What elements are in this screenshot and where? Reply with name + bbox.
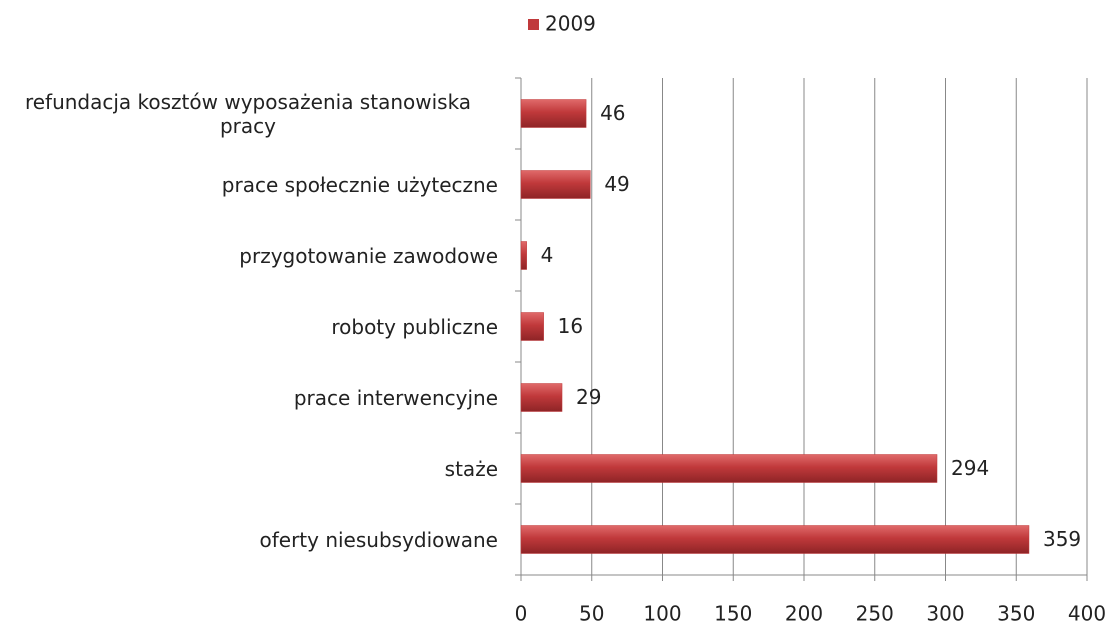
bar [520,454,938,483]
legend-label: 2009 [545,12,596,36]
y-tick-label-box: prace interwencyjne [0,368,498,428]
y-tick-label-box: oferty niesubsydiowane [0,510,498,570]
bar [520,99,587,128]
x-tick-label: 250 [856,602,894,624]
legend-swatch [528,19,539,30]
y-tick-label: staże [444,456,498,481]
data-label: 29 [576,385,601,409]
y-tick-label: oferty niesubsydiowane [259,527,498,552]
y-tick-label-box: staże [0,439,498,499]
x-tick-label: 200 [785,602,823,624]
x-tick-label: 150 [714,602,752,624]
bar [520,525,1030,554]
bar [520,312,544,341]
x-tick-label: 100 [643,602,681,624]
data-label: 359 [1043,527,1081,551]
y-tick-label: prace interwencyjne [293,385,498,410]
x-tick-label: 300 [926,602,964,624]
data-label: 46 [600,101,625,125]
y-tick-label: refundacja kosztów wyposażenia stanowisk… [24,89,472,138]
data-label: 49 [604,172,629,196]
x-tick-label: 350 [997,602,1035,624]
y-tick-label: roboty publiczne [331,314,498,339]
bar [520,170,591,199]
y-tick-label-box: roboty publiczne [0,297,498,357]
x-tick-label: 0 [515,602,528,624]
x-tick-label: 400 [1068,602,1106,624]
y-tick-label: przygotowanie zawodowe [239,243,498,268]
x-tick-label: 50 [579,602,604,624]
y-tick-label-box: prace społecznie użyteczne [0,155,498,215]
y-tick-label-box: refundacja kosztów wyposażenia stanowisk… [0,84,498,144]
bar [520,241,527,270]
bar [520,383,563,412]
y-tick-label-box: przygotowanie zawodowe [0,226,498,286]
data-label: 4 [541,243,554,267]
data-label: 294 [951,456,989,480]
y-tick-label: prace społecznie użyteczne [221,172,498,197]
data-label: 16 [558,314,583,338]
